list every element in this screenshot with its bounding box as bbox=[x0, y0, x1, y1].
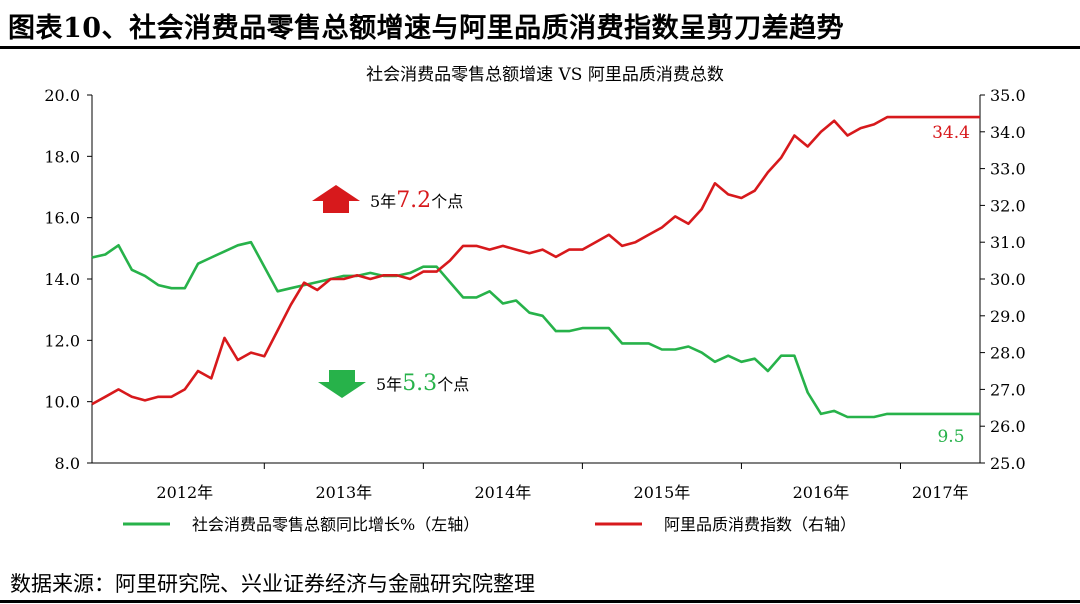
left-tick-label: 20.0 bbox=[44, 86, 80, 105]
annotation-prefix: 5年 bbox=[376, 375, 402, 394]
bottom-divider bbox=[0, 600, 1080, 603]
left-tick-label: 14.0 bbox=[44, 270, 80, 289]
right-tick-label: 33.0 bbox=[990, 160, 1026, 179]
left-tick-label: 18.0 bbox=[44, 147, 80, 166]
data-label-ali-end: 34.4 bbox=[932, 123, 970, 143]
annotation-suffix: 个点 bbox=[431, 192, 463, 211]
annotation-prefix: 5年 bbox=[370, 192, 396, 211]
right-tick-label: 27.0 bbox=[990, 380, 1026, 399]
title-divider bbox=[0, 46, 1080, 49]
x-tick-label: 2014年 bbox=[474, 483, 531, 502]
figure-title: 图表10、社会消费品零售总额增速与阿里品质消费指数呈剪刀差趋势 bbox=[8, 13, 845, 44]
x-tick-label: 2017年 bbox=[912, 483, 969, 502]
chart-axes: 8.0 10.0 12.0 14.0 16.0 18.0 20.0 25.0 26.0 27.0 2… bbox=[44, 86, 1025, 502]
arrow-down-icon bbox=[318, 370, 366, 398]
x-tick-label: 2015年 bbox=[634, 483, 691, 502]
x-tick-label: 2013年 bbox=[315, 483, 372, 502]
left-tick-label: 10.0 bbox=[44, 393, 80, 412]
right-tick-label: 29.0 bbox=[990, 307, 1026, 326]
series-line-ali bbox=[91, 115, 980, 406]
data-label-retail-end: 9.5 bbox=[937, 427, 964, 447]
line-chart: 社会消费品零售总额增速 VS 阿里品质消费总数 8.0 10.0 12.0 14.0 1… bbox=[44, 65, 1025, 534]
right-tick-label: 32.0 bbox=[990, 196, 1026, 215]
right-tick-label: 34.0 bbox=[990, 123, 1026, 142]
chart-series bbox=[91, 115, 980, 419]
right-tick-label: 31.0 bbox=[990, 233, 1026, 252]
legend: 社会消费品零售总额同比增长%（左轴） 阿里品质消费指数（右轴） bbox=[123, 515, 856, 534]
x-tick-label: 2012年 bbox=[156, 483, 213, 502]
right-tick-label: 26.0 bbox=[990, 417, 1026, 436]
series-line-retail bbox=[91, 240, 980, 419]
right-tick-label: 25.0 bbox=[990, 454, 1026, 473]
annotation-up: 5年7.2个点 bbox=[370, 188, 463, 213]
annotation-value: 5.3 bbox=[402, 371, 437, 396]
chart-title: 社会消费品零售总额增速 VS 阿里品质消费总数 bbox=[366, 65, 724, 85]
left-tick-label: 8.0 bbox=[55, 454, 80, 473]
x-tick-label: 2016年 bbox=[793, 483, 850, 502]
left-tick-label: 12.0 bbox=[44, 331, 80, 350]
annotation-value: 7.2 bbox=[396, 188, 431, 213]
left-tick-label: 16.0 bbox=[44, 209, 80, 228]
annotation-down: 5年5.3个点 bbox=[376, 371, 469, 396]
legend-label-ali: 阿里品质消费指数（右轴） bbox=[664, 515, 856, 534]
right-tick-label: 30.0 bbox=[990, 270, 1026, 289]
arrow-up-icon bbox=[312, 185, 360, 213]
right-tick-label: 28.0 bbox=[990, 344, 1026, 363]
legend-label-retail: 社会消费品零售总额同比增长%（左轴） bbox=[192, 515, 479, 534]
annotation-suffix: 个点 bbox=[437, 375, 469, 394]
right-tick-label: 35.0 bbox=[990, 86, 1026, 105]
source-note: 数据来源：阿里研究院、兴业证券经济与金融研究院整理 bbox=[10, 572, 535, 596]
